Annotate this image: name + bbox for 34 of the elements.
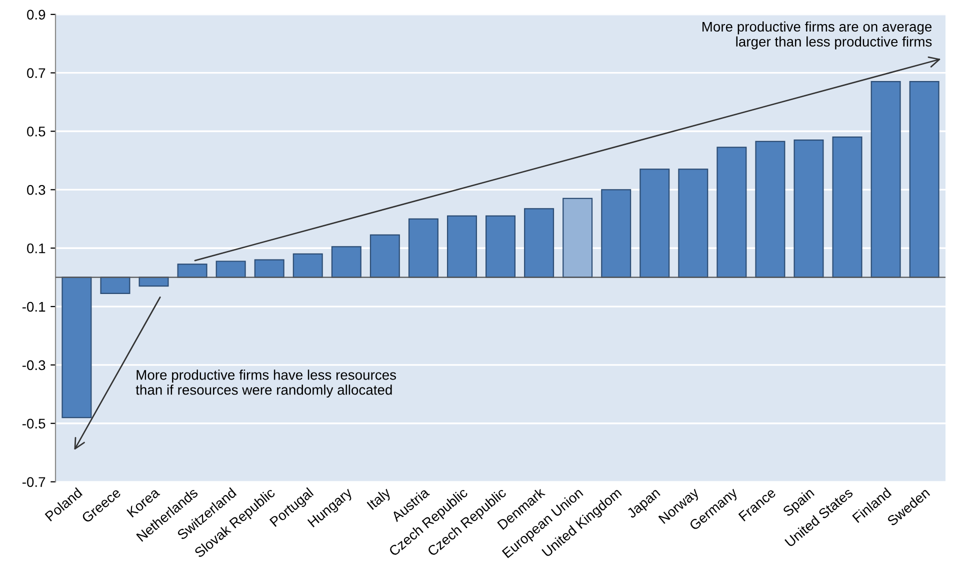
bar: [100, 276, 130, 294]
bar: [408, 218, 438, 278]
x-tick-label: Italy: [366, 486, 394, 512]
bar: [254, 259, 284, 278]
bar: [216, 260, 246, 278]
y-tick-label: 0.1: [27, 243, 46, 254]
bar: [832, 136, 862, 278]
y-tick-label: -0.5: [22, 418, 46, 429]
bar: [601, 189, 632, 278]
y-tick-label: -0.7: [22, 477, 46, 487]
bar: [678, 168, 708, 278]
bar: [909, 81, 940, 278]
y-tick-label: 0.9: [27, 10, 46, 20]
bar: [562, 198, 593, 278]
y-tick-label: 0.7: [27, 68, 46, 78]
bar: [292, 253, 323, 278]
bar: [331, 246, 362, 278]
y-tick-label: -0.1: [22, 302, 46, 312]
annotation: More productive firms have less resources than if resources were randomly allocated: [136, 370, 396, 398]
bar: [524, 208, 554, 278]
bar: [716, 146, 747, 278]
bar: [370, 234, 400, 278]
bar: [794, 139, 824, 278]
bar: [446, 215, 477, 278]
bar: [870, 81, 901, 278]
annotation: More productive firms are on average larger than less productive firms: [702, 21, 932, 50]
bar: [755, 140, 786, 278]
y-tick-label: 0.5: [27, 126, 46, 136]
y-tick-label: -0.3: [22, 360, 46, 370]
bar: [640, 168, 670, 278]
y-tick-label: 0.3: [27, 185, 46, 195]
bar: [62, 276, 92, 418]
bar: [177, 264, 208, 278]
bar: [486, 215, 516, 278]
